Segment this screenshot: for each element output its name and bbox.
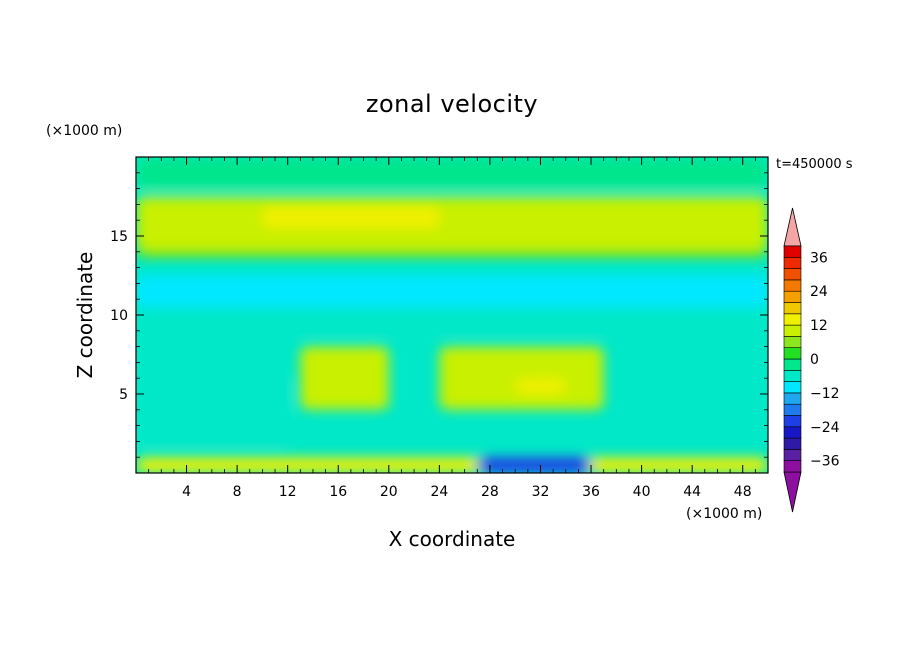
colorbar-segment — [783, 403, 802, 416]
colorbar: −36 −24 −12 0 12 24 36 — [783, 207, 840, 513]
colorbar-tick-label: −12 — [810, 386, 840, 402]
colorbar-over-triangle — [783, 207, 802, 247]
field-region — [136, 157, 768, 189]
time-label: t=450000 s — [776, 157, 853, 172]
colorbar-tick-label: 36 — [810, 250, 828, 266]
colorbar-tick-label: −24 — [810, 420, 840, 436]
y-axis-title: Z coordinate — [73, 252, 97, 379]
y-tick-label: 15 — [110, 229, 128, 245]
colorbar-segment — [783, 392, 802, 405]
field-region — [515, 378, 566, 394]
x-tick-label: 36 — [582, 484, 600, 500]
colorbar-segment — [783, 324, 802, 337]
x-tick-label: 32 — [532, 484, 550, 500]
colorbar-segment — [783, 302, 802, 315]
colorbar-segment — [783, 381, 802, 394]
colorbar-segment — [783, 415, 802, 428]
x-tick-label: 8 — [233, 484, 242, 500]
field-region — [136, 275, 768, 308]
colorbar-tick-label: 24 — [810, 284, 828, 300]
colorbar-segment — [783, 279, 802, 292]
field-region — [136, 196, 768, 252]
colorbar-segment — [783, 369, 802, 382]
x-tick-label: 40 — [633, 484, 651, 500]
x-axis-title: X coordinate — [389, 527, 516, 551]
colorbar-segment — [783, 256, 802, 269]
x-axis-ticks: 4 8 12 16 20 24 28 32 36 40 44 48 — [148, 157, 756, 500]
field-region — [262, 207, 440, 229]
chart-title: zonal velocity — [366, 90, 538, 118]
x-tick-label: 44 — [683, 484, 701, 500]
x-tick-label: 12 — [279, 484, 297, 500]
colorbar-segment — [783, 426, 802, 439]
colorbar-segment — [783, 449, 802, 461]
x-tick-label: 20 — [380, 484, 398, 500]
x-tick-label: 28 — [481, 484, 499, 500]
colorbar-segment — [783, 313, 802, 326]
colorbar-segment — [783, 347, 802, 360]
field-region — [439, 346, 604, 410]
x-tick-label: 4 — [182, 484, 191, 500]
colorbar-segment — [783, 245, 802, 258]
field-bands — [136, 157, 768, 473]
y-axis-ticks: 5 10 15 — [110, 172, 768, 458]
colorbar-segment — [783, 336, 802, 348]
velocity-field — [136, 157, 768, 473]
colorbar-tick-label: −36 — [810, 454, 840, 470]
colorbar-tick-label: 0 — [810, 352, 819, 368]
colorbar-tick-label: 12 — [810, 318, 828, 334]
y-tick-label: 5 — [119, 387, 128, 403]
colorbar-segment — [783, 437, 802, 450]
field-region — [136, 378, 288, 442]
x-axis-unit: (×1000 m) — [686, 506, 762, 522]
colorbar-segment — [783, 460, 802, 473]
field-region — [477, 457, 592, 473]
field-region — [136, 457, 768, 473]
y-tick-label: 10 — [110, 308, 128, 324]
y-axis-unit: (×1000 m) — [46, 123, 122, 139]
colorbar-segment — [783, 290, 802, 303]
x-tick-label: 16 — [329, 484, 347, 500]
x-tick-label: 24 — [430, 484, 448, 500]
field-region — [136, 251, 768, 260]
colorbar-under-triangle — [783, 471, 802, 513]
x-tick-label: 48 — [734, 484, 752, 500]
field-region — [300, 346, 389, 410]
colorbar-segment — [783, 358, 802, 371]
colorbar-segment — [783, 268, 802, 281]
